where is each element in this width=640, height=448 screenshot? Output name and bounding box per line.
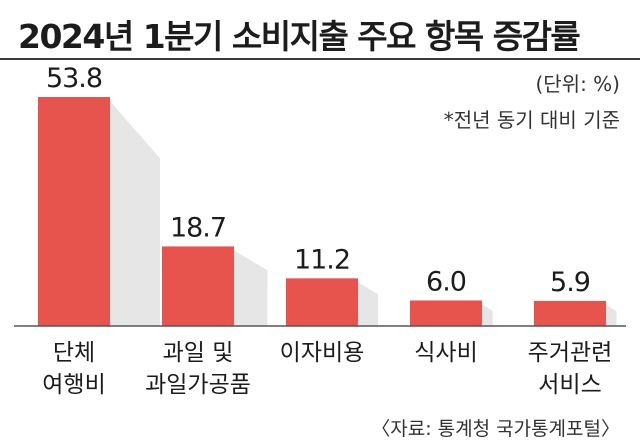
bar <box>286 278 358 326</box>
title-divider <box>0 58 640 60</box>
bar <box>38 97 110 326</box>
category-label: 여행비 <box>42 372 105 398</box>
bar-shadow <box>358 282 379 326</box>
bar-value-label: 53.8 <box>46 63 102 94</box>
bar-value-label: 18.7 <box>170 212 226 243</box>
bar-shadow <box>482 304 493 326</box>
bar-shadow <box>110 101 160 326</box>
unit-label: (단위: %) <box>535 72 620 96</box>
category-label: 과일 및 <box>163 340 234 366</box>
bar-value-label: 6.0 <box>426 266 466 297</box>
bar-shadow <box>606 304 617 326</box>
category-label: 단체 <box>53 340 95 366</box>
bar <box>162 246 234 326</box>
bar <box>410 300 482 326</box>
category-label: 식사비 <box>414 340 477 366</box>
bar-shadows <box>110 101 617 326</box>
source-note: 〈자료: 통계청 국가통계포털〉 <box>371 418 620 440</box>
chart-title: 2024년 1분기 소비지출 주요 항목 증감률 <box>18 17 581 56</box>
baseline-note: *전년 동기 대비 기준 <box>443 108 620 132</box>
bar-value-label: 11.2 <box>294 244 350 275</box>
bar-value-label: 5.9 <box>550 267 590 298</box>
category-label: 주거관련 <box>528 340 613 366</box>
value-labels: 53.8 18.7 11.2 6.0 5.9 <box>46 63 591 298</box>
bars <box>38 97 606 326</box>
category-label: 과일가공품 <box>145 372 251 398</box>
category-label: 이자비용 <box>280 340 365 366</box>
bar <box>534 300 606 326</box>
bar-shadow <box>234 250 268 326</box>
category-label: 서비스 <box>538 372 601 398</box>
